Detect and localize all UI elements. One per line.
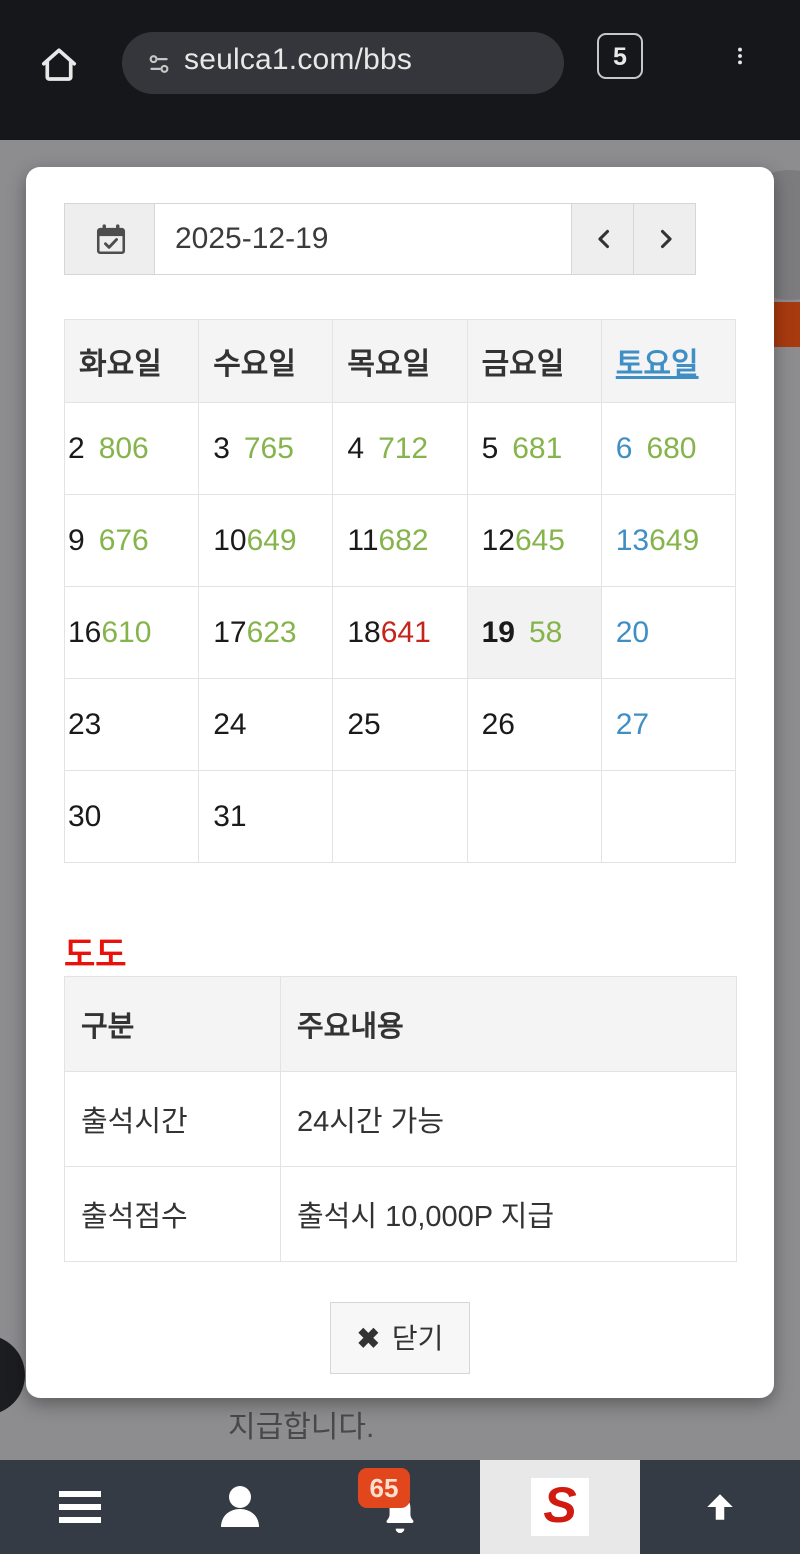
svg-text:S: S [543, 1478, 576, 1533]
